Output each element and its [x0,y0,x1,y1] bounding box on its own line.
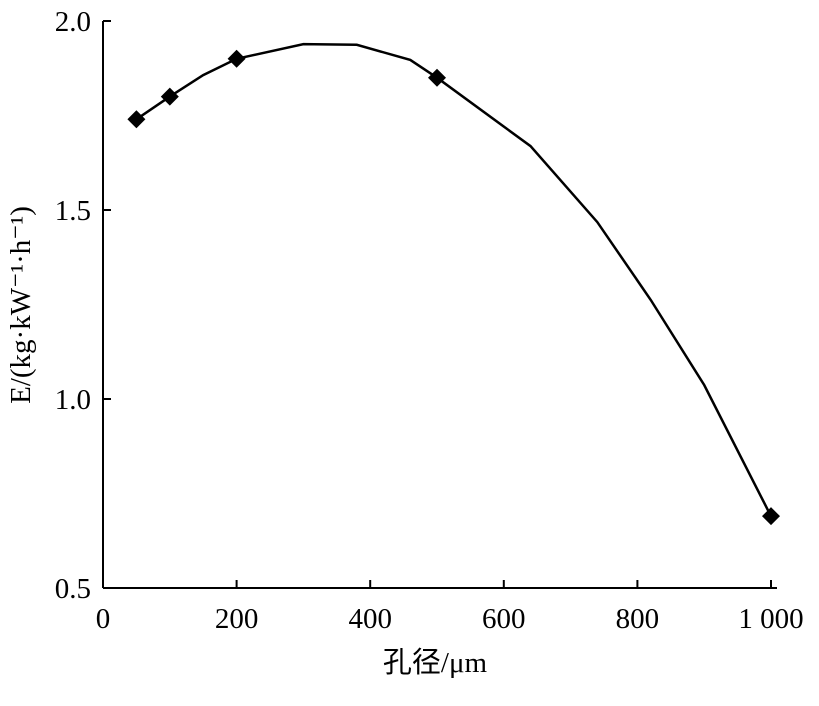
y-axis-label: E/(kg·kW⁻¹·h⁻¹) [5,206,37,404]
x-tick-label: 0 [96,603,111,635]
x-tick-label: 800 [616,603,660,635]
x-axis-label: 孔径/μm [383,646,488,679]
curve [135,42,773,517]
y-tick-label: 1.0 [55,384,91,416]
y-tick-label: 2.0 [55,6,91,38]
x-tick-label: 1 000 [738,603,803,635]
y-tick-label: 1.5 [55,195,91,227]
y-tick-label: 0.5 [55,573,91,605]
x-tick-label: 600 [482,603,526,635]
x-tick-label: 400 [348,603,392,635]
x-tick-label: 200 [215,603,259,635]
